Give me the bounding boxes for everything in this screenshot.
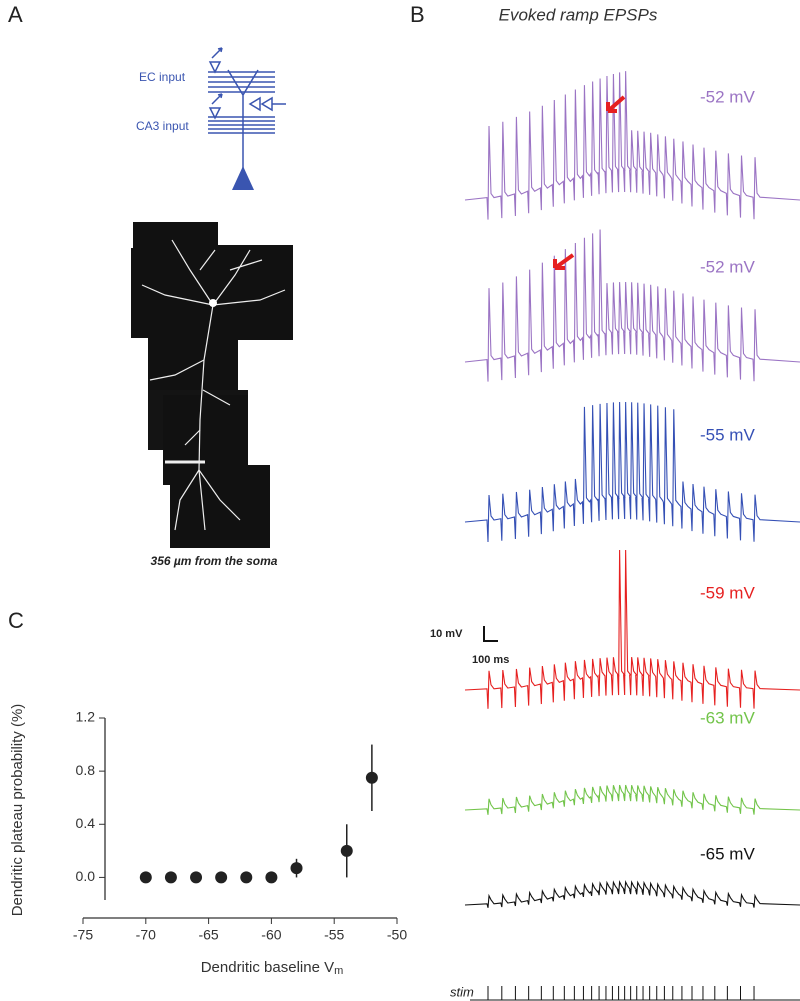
- y-tick-label: 0.4: [76, 815, 96, 831]
- trace-label: -59 mV: [700, 583, 755, 602]
- arrow: [606, 95, 626, 113]
- voltage-trace: [464, 71, 800, 220]
- panel-letter: C: [8, 608, 24, 633]
- data-point: [265, 871, 278, 884]
- data-point: [164, 871, 177, 884]
- trace-label: -65 mV: [700, 844, 755, 863]
- ec-label: EC input: [139, 70, 186, 84]
- traces: -52 mV -52 mV -55 mV -59 mV -63 mV -65 mV: [464, 71, 800, 1001]
- voltage-trace: [464, 784, 800, 815]
- x-axis-title: Dendritic baseline Vm: [201, 959, 344, 977]
- x-tick-label: -55: [324, 927, 344, 943]
- voltage-trace: [464, 880, 800, 908]
- stim-label: stim: [450, 984, 474, 999]
- y-tick-label: 1.2: [76, 709, 96, 725]
- trace-label: -52 mV: [700, 257, 755, 276]
- voltage-trace: [464, 229, 800, 382]
- scatter-chart: 0.0 0.4 0.8 1.2 -75 -70 -65 -60 -55 -50 Dendritic …: [9, 704, 407, 977]
- trace-label: -55 mV: [700, 425, 755, 444]
- data-point: [139, 871, 152, 884]
- data-point: [290, 862, 303, 875]
- x-axis-title-main: Dendritic baseline V: [201, 959, 334, 976]
- voltage-trace: [464, 549, 800, 709]
- panel-title: Evoked ramp EPSPs: [499, 5, 658, 24]
- y-tick-label: 0.8: [76, 762, 96, 778]
- schematic: EC input CA3 input: [136, 47, 286, 190]
- x-tick-label: -50: [387, 927, 407, 943]
- image-caption: 356 µm from the soma: [151, 554, 278, 568]
- scale-time: 100 ms: [472, 654, 509, 666]
- x-tick-label: -60: [261, 927, 281, 943]
- x-tick-label: -65: [198, 927, 218, 943]
- data-point: [365, 771, 378, 784]
- panel-letter: B: [410, 2, 425, 27]
- y-tick-label: 0.0: [76, 868, 96, 884]
- data-point: [190, 871, 203, 884]
- x-tick-label: -75: [73, 927, 93, 943]
- y-axis-title: Dendritic plateau probability (%): [9, 704, 26, 917]
- trace-label: -63 mV: [700, 708, 755, 727]
- ca3-label: CA3 input: [136, 119, 189, 133]
- arrow: [553, 253, 575, 270]
- voltage-trace: [464, 401, 800, 543]
- x-axis-title-sub: m: [334, 965, 343, 977]
- data-point: [340, 844, 353, 857]
- panel-letter: A: [8, 2, 23, 27]
- x-tick-label: -70: [136, 927, 156, 943]
- scale-voltage: 10 mV: [430, 628, 463, 640]
- neuron-image: [131, 222, 293, 548]
- data-point: [215, 871, 228, 884]
- trace-label: -52 mV: [700, 87, 755, 106]
- data-point: [240, 871, 253, 884]
- scale-bar: [483, 626, 498, 642]
